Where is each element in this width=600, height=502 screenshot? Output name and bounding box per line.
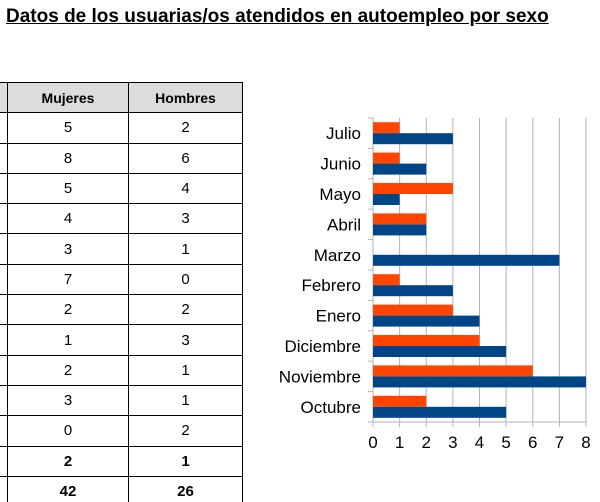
cell-hombres: 2 — [128, 294, 243, 326]
cell-mujeres: 1 — [7, 324, 129, 356]
category-label: Julio — [326, 124, 361, 143]
row-label-cell — [0, 142, 8, 174]
header-mujeres: Mujeres — [7, 81, 129, 114]
bar-series-2 — [373, 406, 507, 418]
bar-chart: 0 1 2 3 4 5 6 7 8 Julio Junio Mayo Abril Marzo Febrero… — [279, 117, 591, 452]
bar-series-2 — [373, 285, 453, 297]
bar-series-2 — [373, 346, 507, 357]
cell-mujeres: 5 — [7, 172, 129, 205]
cell-mujeres: 0 — [7, 415, 129, 447]
cell-mujeres: 7 — [7, 263, 129, 296]
cell-hombres: 1 — [128, 445, 243, 477]
row-label-cell — [0, 324, 8, 356]
cell-mujeres: 5 — [7, 112, 129, 144]
table-total-row: 42 26 — [0, 475, 243, 502]
row-label-cell — [0, 172, 8, 205]
cell-mujeres: 3 — [7, 384, 129, 417]
bar-series-1 — [373, 335, 480, 346]
row-label-cell — [0, 384, 8, 417]
x-tick-label: 4 — [475, 433, 484, 452]
category-label: Mayo — [319, 185, 361, 204]
bar-series-1 — [373, 152, 400, 164]
header-blank-cell — [0, 81, 8, 114]
bar-series-1 — [373, 395, 427, 407]
bar-series-2 — [373, 224, 427, 236]
row-label-cell — [0, 415, 8, 447]
x-tick-label: 7 — [555, 433, 564, 452]
x-tick-label: 1 — [395, 433, 404, 452]
row-label-cell — [0, 445, 8, 477]
bar-series-1 — [373, 213, 427, 225]
x-tick-label: 3 — [448, 433, 457, 452]
category-label: Octubre — [301, 398, 361, 417]
cell-mujeres: 2 — [7, 294, 129, 326]
row-label-cell — [0, 203, 8, 235]
x-tick-label: 2 — [422, 433, 431, 452]
total-hombres: 26 — [128, 475, 243, 502]
cell-mujeres: 2 — [7, 354, 129, 386]
header-hombres: Hombres — [128, 81, 243, 114]
category-label: Enero — [316, 307, 361, 326]
cell-hombres: 0 — [128, 263, 243, 296]
cell-mujeres: 3 — [7, 233, 129, 265]
bar-series-2 — [373, 376, 586, 388]
bar-series-2 — [373, 133, 453, 145]
cell-hombres: 4 — [128, 172, 243, 205]
row-label-cell — [0, 233, 8, 265]
cell-hombres: 2 — [128, 112, 243, 144]
row-label-cell — [0, 354, 8, 386]
category-label: Febrero — [301, 276, 361, 295]
cell-hombres: 1 — [128, 384, 243, 417]
x-tick-label: 0 — [368, 433, 377, 452]
category-label: Marzo — [314, 246, 361, 265]
cell-hombres: 2 — [128, 415, 243, 447]
cell-hombres: 1 — [128, 233, 243, 265]
bar-series-1 — [373, 183, 453, 194]
category-label: Junio — [320, 155, 361, 174]
table-header-row: Mujeres Hombres — [0, 81, 243, 114]
bar-series-2 — [373, 194, 400, 205]
category-label: Abril — [327, 215, 361, 234]
bar-series-2 — [373, 254, 560, 266]
row-label-cell — [0, 294, 8, 326]
category-label: Noviembre — [279, 367, 361, 386]
bar-series-1 — [373, 122, 400, 134]
bar-series-2 — [373, 315, 480, 327]
cell-hombres: 6 — [128, 142, 243, 174]
row-label-cell — [0, 112, 8, 144]
cell-hombres: 3 — [128, 203, 243, 235]
x-tick-label: 5 — [501, 433, 510, 452]
cell-hombres: 3 — [128, 324, 243, 356]
cell-mujeres: 2 — [7, 445, 129, 477]
cell-mujeres: 8 — [7, 142, 129, 174]
cell-hombres: 1 — [128, 354, 243, 386]
row-label-cell — [0, 263, 8, 296]
bar-series-1 — [373, 304, 453, 316]
bar-series-1 — [373, 274, 400, 286]
x-tick-label: 6 — [528, 433, 537, 452]
bar-series-2 — [373, 163, 427, 175]
page-title: Datos de los usuarias/os atendidos en au… — [6, 6, 549, 27]
x-tick-label: 8 — [581, 433, 590, 452]
total-mujeres: 42 — [7, 475, 129, 502]
cell-mujeres: 4 — [7, 203, 129, 235]
bar-series-1 — [373, 365, 533, 377]
row-label-cell — [0, 475, 8, 502]
category-label: Diciembre — [284, 337, 361, 356]
